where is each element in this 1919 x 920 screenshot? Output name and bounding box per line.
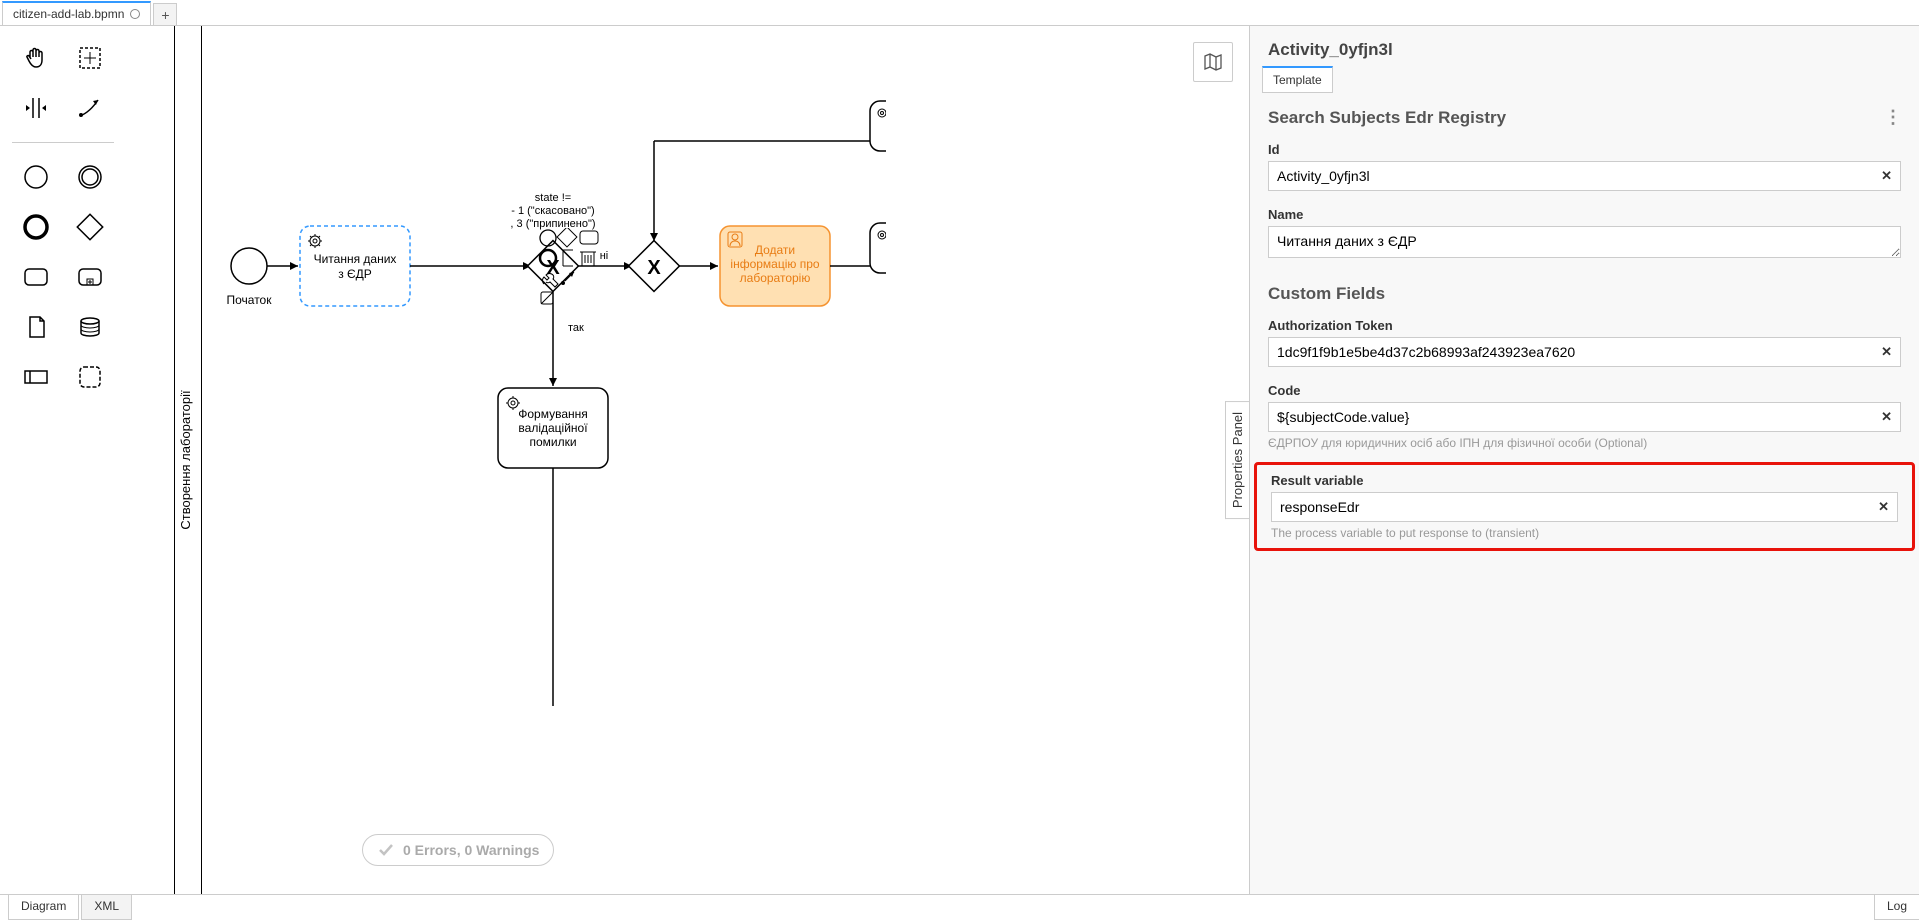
palette <box>0 26 126 894</box>
gateway-icon[interactable] <box>72 209 108 245</box>
task-validation-label-3: помилки <box>529 435 576 449</box>
name-label: Name <box>1268 207 1901 222</box>
result-label: Result variable <box>1271 473 1898 488</box>
check-icon <box>377 841 395 859</box>
pad-connect-icon[interactable] <box>561 272 574 285</box>
bpmn-diagram: Початок Читання даних з ЄДР <box>126 26 886 726</box>
space-tool-icon[interactable] <box>18 90 54 126</box>
minimap-button[interactable] <box>1193 42 1233 82</box>
result-help: The process variable to put response to … <box>1271 526 1898 540</box>
edge-yes-label: так <box>568 322 584 334</box>
xml-tab-label: XML <box>94 899 119 913</box>
custom-fields-title: Custom Fields <box>1268 284 1385 304</box>
id-clear-icon[interactable]: ✕ <box>1873 168 1900 184</box>
task-read-edr[interactable] <box>300 226 410 306</box>
pad-color-icon[interactable] <box>541 292 553 304</box>
pad-annotation-icon[interactable] <box>563 250 573 266</box>
dirty-indicator-icon <box>130 9 140 19</box>
task-read-edr-label-2: з ЄДР <box>338 267 372 281</box>
token-input[interactable] <box>1269 338 1873 366</box>
diagram-tab-label: Diagram <box>21 899 66 913</box>
log-tab-label: Log <box>1887 899 1907 913</box>
hand-tool-icon[interactable] <box>18 40 54 76</box>
pad-delete-icon[interactable] <box>580 252 596 266</box>
gateway-2[interactable]: X <box>629 241 680 292</box>
canvas[interactable]: Створення лабораторії Початок Ч <box>126 26 1249 894</box>
intermediate-event-icon[interactable] <box>72 159 108 195</box>
task-icon[interactable] <box>18 259 54 295</box>
anno-line1: state != <box>535 192 571 204</box>
result-clear-icon[interactable]: ✕ <box>1870 499 1897 515</box>
log-tab[interactable]: Log <box>1874 895 1919 920</box>
pad-event-icon[interactable] <box>540 230 556 246</box>
pad-end-event-icon[interactable] <box>540 250 556 266</box>
task-validation-label-2: валідаційної <box>518 421 588 435</box>
end-event-icon[interactable] <box>18 209 54 245</box>
code-label: Code <box>1268 383 1901 398</box>
file-tab[interactable]: citizen-add-lab.bpmn <box>2 1 151 25</box>
data-object-icon[interactable] <box>18 309 54 345</box>
bottom-bar: Diagram XML Log <box>0 894 1919 920</box>
file-tab-label: citizen-add-lab.bpmn <box>13 7 124 21</box>
start-event-icon[interactable] <box>18 159 54 195</box>
group-icon[interactable] <box>72 359 108 395</box>
add-tab-label: + <box>161 7 169 23</box>
add-tab-button[interactable]: + <box>153 3 177 25</box>
id-input[interactable] <box>1269 162 1873 190</box>
token-label: Authorization Token <box>1268 318 1901 333</box>
pad-gateway-icon[interactable] <box>557 228 577 247</box>
properties-title: Activity_0yfjn3l <box>1250 26 1919 66</box>
name-input[interactable] <box>1269 227 1900 257</box>
code-help: ЄДРПОУ для юридичних осіб або ІПН для фі… <box>1268 436 1901 450</box>
context-pad <box>538 228 608 308</box>
connect-tool-icon[interactable] <box>72 90 108 126</box>
map-icon <box>1202 51 1224 73</box>
task-validation-label-1: Формування <box>518 407 588 421</box>
code-input[interactable] <box>1269 403 1873 431</box>
problems-badge[interactable]: 0 Errors, 0 Warnings <box>362 834 554 866</box>
result-input[interactable] <box>1272 493 1870 521</box>
pad-wrench-icon[interactable] <box>543 274 559 288</box>
diagram-tab[interactable]: Diagram <box>8 895 79 920</box>
properties-panel-toggle[interactable]: Properties Panel <box>1225 401 1249 519</box>
tabs-bar: citizen-add-lab.bpmn + <box>0 0 1919 26</box>
problems-text: 0 Errors, 0 Warnings <box>403 842 539 858</box>
code-clear-icon[interactable]: ✕ <box>1873 409 1900 425</box>
section-title: Search Subjects Edr Registry <box>1268 108 1506 128</box>
template-tab-label: Template <box>1273 73 1322 87</box>
subprocess-icon[interactable] <box>72 259 108 295</box>
xml-tab[interactable]: XML <box>81 895 132 920</box>
start-event[interactable] <box>231 248 267 284</box>
task-read-edr-label-1: Читання даних <box>314 252 397 266</box>
properties-panel: Activity_0yfjn3l Template Search Subject… <box>1249 26 1919 894</box>
task-add-lab-label-2: інформацію про <box>730 257 819 271</box>
section-menu-icon[interactable]: ⋮ <box>1884 107 1901 128</box>
template-tab[interactable]: Template <box>1262 66 1333 93</box>
properties-panel-label: Properties Panel <box>1230 412 1245 508</box>
lasso-tool-icon[interactable] <box>72 40 108 76</box>
token-clear-icon[interactable]: ✕ <box>1873 344 1900 360</box>
pad-task-icon[interactable] <box>580 231 598 244</box>
svg-text:X: X <box>647 257 661 279</box>
anno-line2: - 1 ("скасовано") <box>511 205 594 217</box>
task-add-lab-label-1: Додати <box>755 243 795 257</box>
task-add-lab-label-3: лабораторію <box>740 271 811 285</box>
id-label: Id <box>1268 142 1901 157</box>
data-store-icon[interactable] <box>72 309 108 345</box>
start-event-label: Початок <box>227 293 273 307</box>
participant-icon[interactable] <box>18 359 54 395</box>
